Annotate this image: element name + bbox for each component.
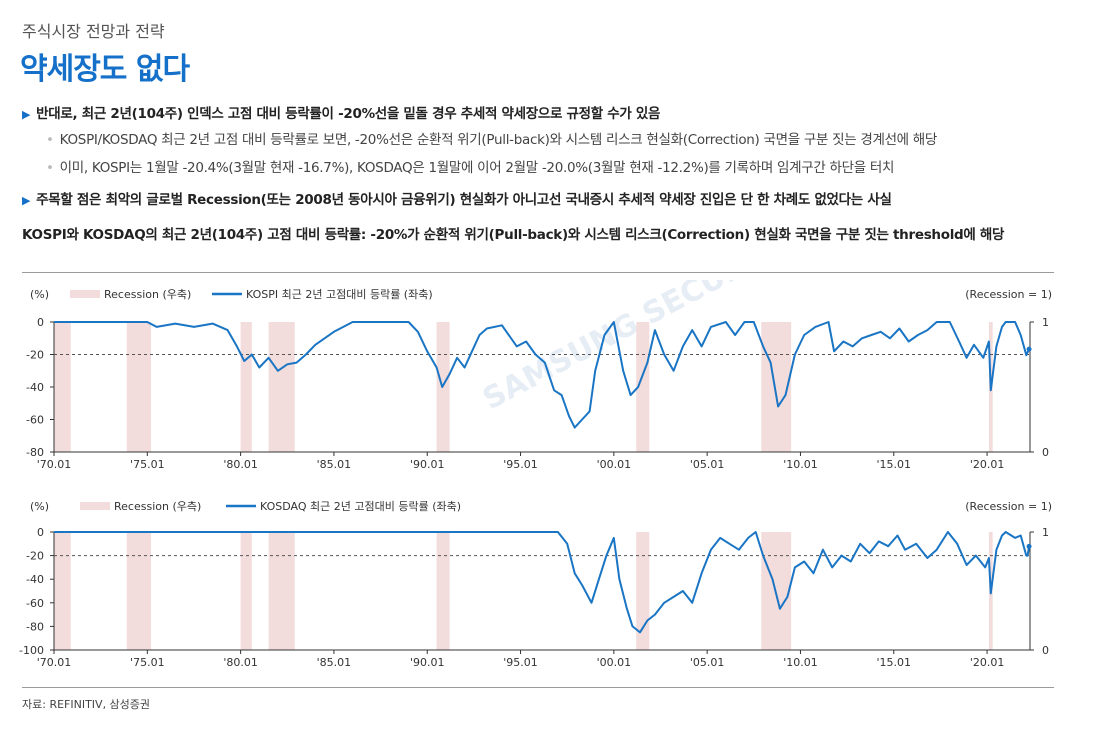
y-tick-label: -60 (26, 597, 44, 610)
x-tick-label: '00.01 (597, 656, 632, 669)
y-tick-label: -40 (26, 381, 44, 394)
y2-tick-label: 0 (1042, 644, 1049, 657)
bullet-sub-2-text: 이미, KOSPI는 1월말 -20.4%(3월말 현재 -16.7%), KO… (59, 160, 895, 176)
legend-recession-label: Recession (우측) (114, 500, 201, 513)
x-tick-label: '70.01 (37, 656, 72, 669)
series-line (54, 531, 1031, 634)
y2-tick-label: 1 (1042, 526, 1049, 539)
bullet-sub-2: • 이미, KOSPI는 1월말 -20.4%(3월말 현재 -16.7%), K… (46, 156, 894, 176)
x-tick-label: '05.01 (690, 656, 725, 669)
bullet-main-1: ▶ 반대로, 최근 2년(104주) 인덱스 고점 대비 등락률이 -20%선을 … (22, 102, 660, 122)
legend-recession-swatch (80, 502, 110, 510)
bullet-arrow-icon: ▶ (22, 108, 31, 121)
recession-bar (240, 532, 252, 650)
x-tick-label: '90.01 (410, 458, 445, 471)
y-tick-label: 0 (37, 316, 44, 329)
y-tick-label: -20 (26, 349, 44, 362)
x-tick-label: '15.01 (877, 458, 912, 471)
bullet-arrow-icon: ▶ (22, 194, 31, 207)
legend-recession-swatch (70, 290, 100, 298)
y-tick-label: -40 (26, 573, 44, 586)
recession-bar (268, 532, 295, 650)
series-end-point (1026, 543, 1032, 549)
x-tick-label: '75.01 (130, 458, 165, 471)
bullet-sub-1-text: KOSPI/KOSDAQ 최근 2년 고점 대비 등락률로 보면, -20%선은… (59, 132, 938, 148)
legend-series-label: KOSPI 최근 2년 고점대비 등락률 (좌축) (246, 288, 433, 301)
x-tick-label: '10.01 (783, 458, 818, 471)
y-axis-unit: (%) (30, 288, 49, 301)
bullet-main-1-text: 반대로, 최근 2년(104주) 인덱스 고점 대비 등락률이 -20%선을 밑… (36, 106, 661, 122)
x-tick-label: '20.01 (970, 458, 1005, 471)
recession-bar (126, 532, 152, 650)
x-tick-label: '00.01 (597, 458, 632, 471)
y-tick-label: 0 (37, 526, 44, 539)
x-tick-label: '15.01 (877, 656, 912, 669)
y-axis-unit: (%) (30, 500, 49, 513)
x-tick-label: '80.01 (223, 656, 258, 669)
bullet-dot-icon: • (46, 160, 54, 176)
y-tick-label: -20 (26, 550, 44, 563)
x-tick-label: '85.01 (317, 458, 352, 471)
x-tick-label: '05.01 (690, 458, 725, 471)
y-tick-label: -60 (26, 414, 44, 427)
y-tick-label: -100 (19, 644, 44, 657)
recession-bar (636, 322, 650, 452)
y2-axis-unit: (Recession = 1) (965, 500, 1052, 513)
x-tick-label: '80.01 (223, 458, 258, 471)
y2-tick-label: 1 (1042, 316, 1049, 329)
x-tick-label: '95.01 (503, 458, 538, 471)
y2-tick-label: 0 (1042, 446, 1049, 459)
bullet-main-2: ▶ 주목할 점은 최악의 글로벌 Recession(또는 2008년 동아시아 … (22, 188, 892, 208)
bullet-sub-1: • KOSPI/KOSDAQ 최근 2년 고점 대비 등락률로 보면, -20%선… (46, 128, 937, 148)
bullet-main-2-text: 주목할 점은 최악의 글로벌 Recession(또는 2008년 동아시아 금… (36, 192, 892, 208)
y2-axis-unit: (Recession = 1) (965, 288, 1052, 301)
legend-series-label: KOSDAQ 최근 2년 고점대비 등락률 (좌축) (260, 500, 461, 513)
x-tick-label: '20.01 (970, 656, 1005, 669)
page-title: 약세장도 없다 (20, 52, 190, 87)
recession-bar (54, 322, 71, 452)
recession-bar (54, 532, 71, 650)
x-tick-label: '75.01 (130, 656, 165, 669)
recession-bar (240, 322, 252, 452)
recession-bar (126, 322, 152, 452)
divider-bottom (22, 687, 1054, 688)
series-end-point (1026, 346, 1032, 352)
kosdaq-chart: 0 -20 -40 -60 -80 -100 1 0 '70.01 '75.01 '80.01 '85… (19, 500, 1052, 669)
x-tick-label: '85.01 (317, 656, 352, 669)
recession-bar (636, 532, 650, 650)
recession-bar (761, 322, 792, 452)
y-tick-label: -80 (26, 446, 44, 459)
source-note: 자료: REFINITIV, 삼성증권 (22, 698, 151, 711)
legend-recession-label: Recession (우축) (104, 288, 191, 301)
x-tick-label: '10.01 (783, 656, 818, 669)
divider-top (22, 272, 1054, 273)
x-tick-label: '95.01 (503, 656, 538, 669)
x-tick-label: '90.01 (410, 656, 445, 669)
section-header: 주식시장 전망과 전략 (22, 22, 165, 41)
y-tick-label: -80 (26, 620, 44, 633)
recession-bar (268, 322, 295, 452)
chart-title: KOSPI와 KOSDAQ의 최근 2년(104주) 고점 대비 등락률: -2… (22, 227, 1005, 243)
bullet-dot-icon: • (46, 132, 54, 148)
series-line (54, 321, 1031, 429)
recession-bar (436, 532, 450, 650)
x-tick-label: '70.01 (37, 458, 72, 471)
